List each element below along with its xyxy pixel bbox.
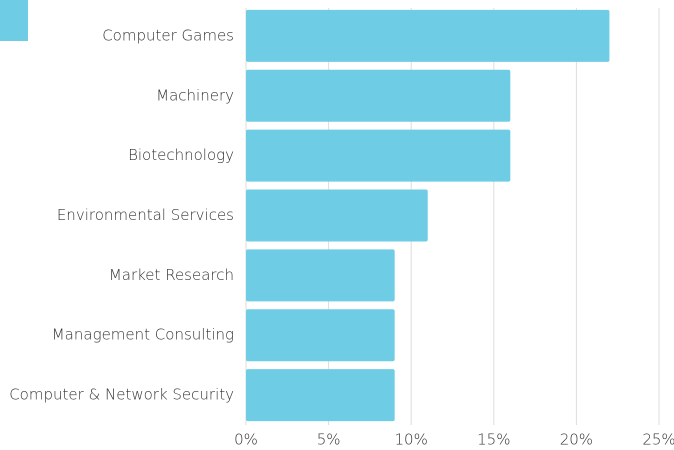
y-tick-label: Computer & Network Security: [9, 386, 234, 404]
x-tick-label: 15%: [477, 431, 510, 449]
y-tick-label: Management Consulting: [52, 326, 234, 344]
x-tick-label: 0%: [234, 431, 258, 449]
y-tick-label: Computer Games: [102, 26, 234, 44]
x-tick-label: 5%: [317, 431, 341, 449]
legend-swatch: [0, 0, 28, 41]
bar: [246, 129, 511, 182]
y-tick-label: Environmental Services: [57, 206, 234, 224]
bar: [246, 249, 395, 302]
y-tick-label: Machinery: [156, 86, 234, 104]
y-tick-label: Market Research: [109, 266, 234, 284]
bar: [246, 309, 395, 362]
bar: [246, 69, 511, 122]
bar: [246, 369, 395, 422]
bar: [246, 189, 428, 242]
x-tick-label: 10%: [395, 431, 428, 449]
x-tick-label: 20%: [560, 431, 593, 449]
x-tick-label: 25%: [642, 431, 674, 449]
y-tick-label: Biotechnology: [128, 146, 234, 164]
bar: [246, 9, 610, 62]
